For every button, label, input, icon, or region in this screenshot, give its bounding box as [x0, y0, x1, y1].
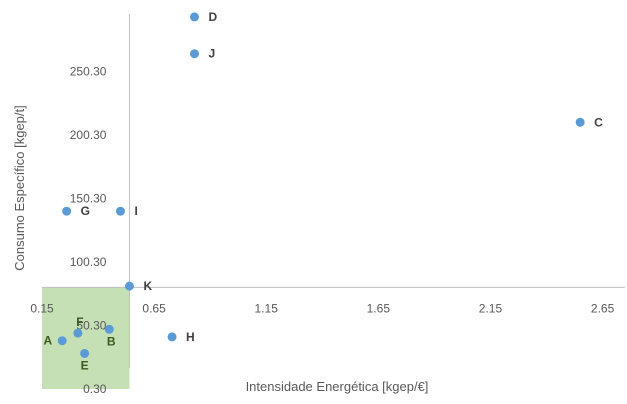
y-axis-title: Consumo Específico [kgep/t] [12, 105, 27, 270]
data-label-c: C [594, 115, 603, 129]
y-tick-label: 150.30 [70, 192, 107, 206]
x-tick-label: 2.65 [591, 301, 615, 315]
y-tick-label: 100.30 [70, 255, 107, 269]
data-point-e [80, 348, 90, 358]
x-tick-label: 1.15 [255, 301, 279, 315]
data-label-b: B [107, 334, 116, 348]
x-tick-label: 0.15 [30, 301, 54, 315]
data-label-d: D [208, 10, 217, 24]
x-tick-labels: 0.15 0.65 1.15 1.65 2.15 2.65 [30, 301, 614, 315]
y-tick-label: 0.30 [83, 382, 107, 396]
data-point-b [104, 324, 114, 334]
data-point-i [115, 206, 125, 216]
data-label-i: I [134, 204, 137, 218]
data-label-j: J [208, 47, 215, 61]
data-point-j [189, 49, 199, 59]
y-tick-label: 50.30 [76, 319, 106, 333]
data-point-h [167, 332, 177, 342]
data-label-g: G [81, 204, 90, 218]
data-label-a: A [44, 334, 53, 348]
data-point-c [575, 117, 585, 127]
x-tick-label: 0.65 [142, 301, 166, 315]
data-point-f [73, 328, 83, 338]
y-tick-labels: 0.30 50.30 100.30 150.30 200.30 250.30 [70, 65, 107, 397]
data-label-f: F [76, 315, 83, 329]
data-label-k: K [143, 279, 152, 293]
data-point-d [189, 12, 199, 22]
highlight-region [42, 287, 130, 389]
data-point-k [124, 281, 134, 291]
x-tick-label: 1.65 [367, 301, 391, 315]
data-label-h: H [186, 330, 195, 344]
data-point-g [62, 206, 72, 216]
data-point-a [57, 336, 67, 346]
data-label-e: E [81, 358, 89, 372]
x-axis-title: Intensidade Energética [kgep/€] [246, 379, 429, 394]
x-tick-label: 2.15 [479, 301, 503, 315]
y-tick-label: 200.30 [70, 128, 107, 142]
y-tick-label: 250.30 [70, 65, 107, 79]
data-points: A B C D E F G H I J K [44, 10, 604, 373]
